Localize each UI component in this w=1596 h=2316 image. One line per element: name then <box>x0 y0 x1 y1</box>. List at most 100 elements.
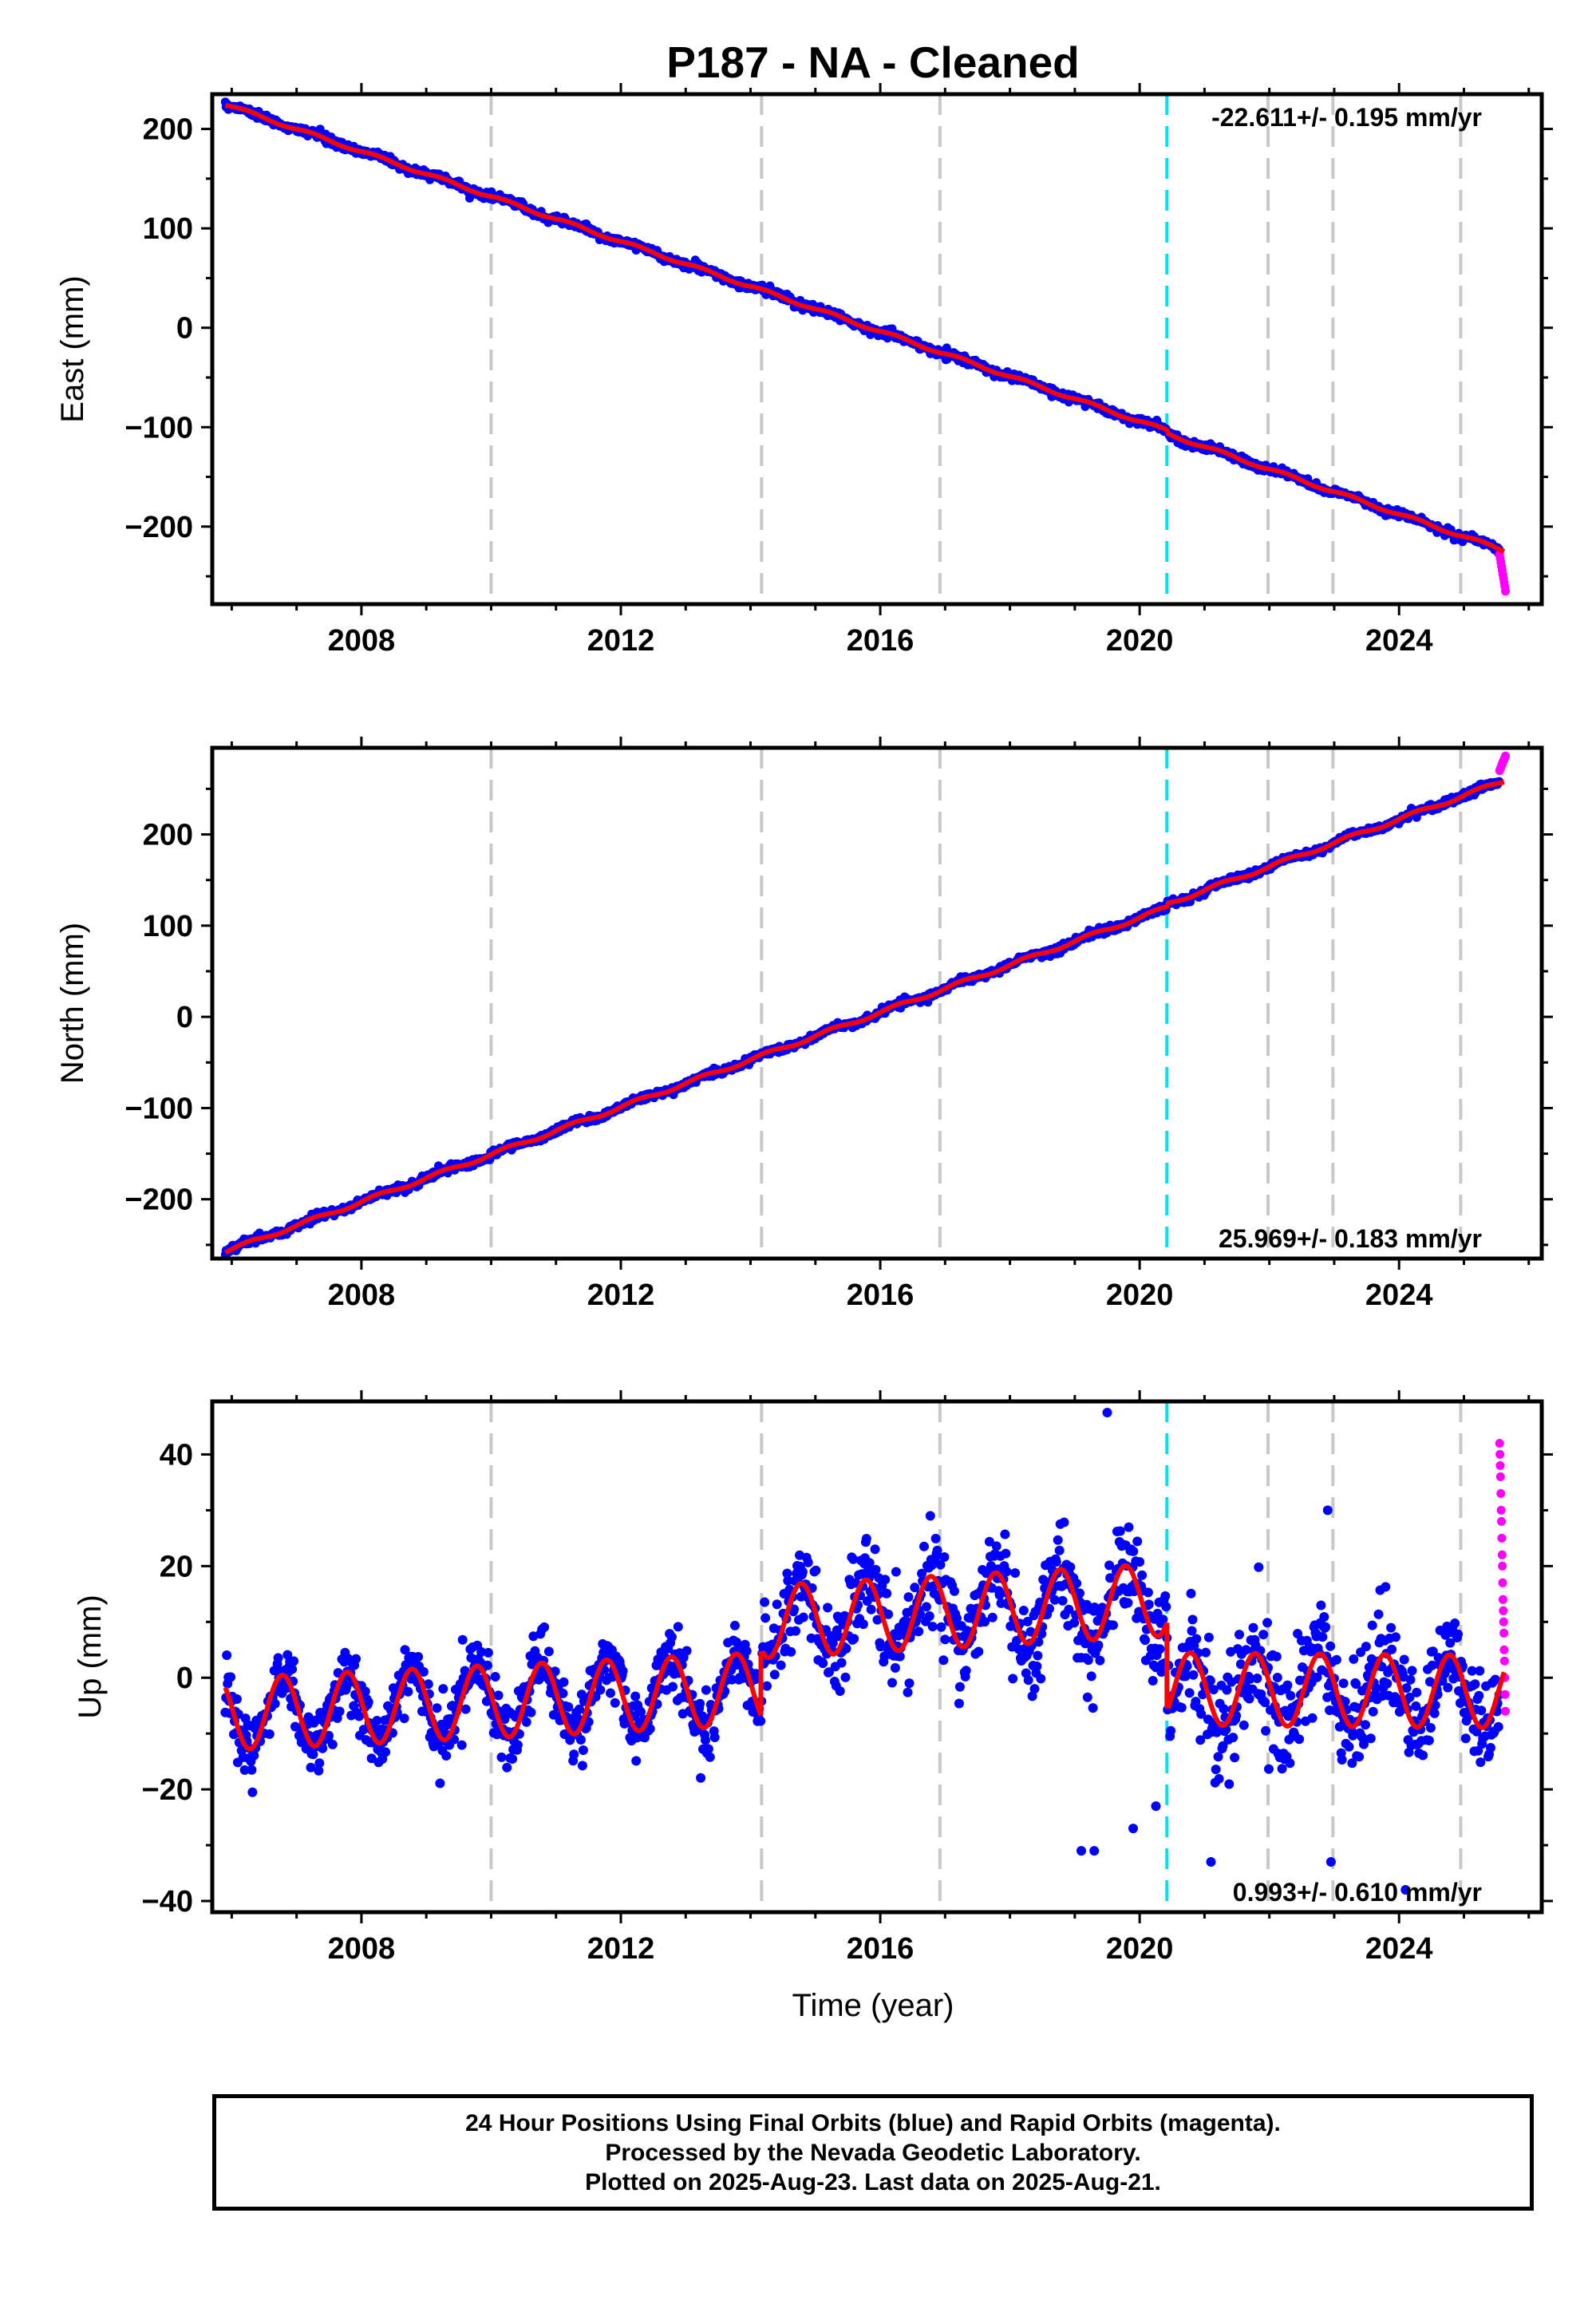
up-data-point <box>539 1622 550 1632</box>
up-data-point <box>575 1735 586 1745</box>
north-model-curve <box>223 779 1506 1255</box>
up-data-point <box>435 1778 445 1788</box>
up-data-point <box>1132 1536 1143 1547</box>
up-data-point <box>239 1765 250 1775</box>
east-velocity-label: -22.611+/- 0.195 mm/yr <box>1211 103 1482 132</box>
up-data-point <box>1307 1713 1317 1723</box>
up-data-point <box>423 1679 433 1690</box>
up-data-point <box>1294 1734 1305 1745</box>
up-data-point <box>880 1575 891 1585</box>
up-data-point <box>882 1588 892 1599</box>
up-data-point <box>636 1707 646 1717</box>
east-rapid-point <box>1501 587 1510 596</box>
up-data-point <box>289 1656 299 1666</box>
up-data-point <box>1059 1517 1069 1528</box>
up-data-point <box>1286 1690 1296 1701</box>
north-frame <box>210 745 1544 1261</box>
up-data-point <box>324 1730 334 1741</box>
north-rapid-orbits-points <box>1495 751 1510 776</box>
up-data-point <box>1057 1595 1068 1606</box>
up-data-point <box>1182 1661 1192 1671</box>
up-data-point <box>1271 1651 1282 1662</box>
up-data-point <box>1258 1630 1269 1640</box>
up-data-point <box>1349 1654 1359 1664</box>
up-data-point <box>919 1541 929 1551</box>
up-data-point <box>840 1672 851 1682</box>
figure-title: P187 - NA - Cleaned <box>666 38 1080 87</box>
east-x-tick-label: 2008 <box>328 624 396 658</box>
up-data-point <box>403 1686 413 1697</box>
up-data-point <box>915 1609 926 1619</box>
up-data-point <box>1321 1622 1331 1632</box>
up-data-point <box>1010 1568 1021 1578</box>
up-data-point <box>1037 1629 1047 1639</box>
north-y-axis-label: North (mm) <box>55 923 90 1084</box>
up-data-point <box>1072 1579 1082 1588</box>
up-data-point <box>1277 1764 1287 1774</box>
up-data-point <box>938 1655 949 1666</box>
up-data-point <box>1367 1620 1377 1630</box>
up-data-point <box>891 1567 901 1577</box>
up-data-point <box>1196 1709 1207 1719</box>
up-data-point <box>1001 1567 1012 1577</box>
up-data-point <box>287 1664 298 1674</box>
north-x-tick-label: 2024 <box>1365 1279 1433 1312</box>
up-data-point <box>400 1645 410 1655</box>
up-data-point <box>954 1682 965 1692</box>
up-data-point <box>681 1646 692 1656</box>
up-data-point <box>887 1678 897 1688</box>
up-data-point <box>1069 1618 1080 1628</box>
up-data-point <box>306 1762 316 1773</box>
up-data-point <box>667 1632 677 1642</box>
up-data-point <box>606 1688 615 1698</box>
up-data-point <box>618 1666 628 1676</box>
up-data-point <box>1032 1661 1042 1671</box>
up-data-point <box>1252 1674 1262 1683</box>
up-data-point <box>314 1765 324 1776</box>
up-data-point <box>1361 1642 1371 1652</box>
up-data-point <box>1201 1647 1211 1658</box>
up-data-point <box>1203 1632 1214 1642</box>
up-data-point <box>569 1749 579 1760</box>
up-data-point <box>1155 1644 1165 1654</box>
up-data-point <box>705 1752 715 1762</box>
up-data-point <box>360 1686 370 1697</box>
up-data-point <box>1033 1637 1044 1647</box>
up-data-point <box>1054 1545 1065 1555</box>
up-data-point <box>1137 1570 1148 1580</box>
up-data-point <box>1261 1725 1271 1736</box>
up-data-point <box>1049 1595 1060 1605</box>
east-y-tick-label: −200 <box>124 511 193 544</box>
up-data-point <box>1156 1667 1167 1677</box>
north-y-tick-label: 200 <box>143 819 193 852</box>
up-data-point <box>760 1613 771 1623</box>
up-data-point <box>1123 1598 1133 1608</box>
up-data-point <box>1218 1741 1228 1751</box>
east-x-tick-label: 2024 <box>1365 624 1433 658</box>
up-data-point <box>994 1590 1005 1600</box>
up-data-point <box>1325 1641 1336 1651</box>
up-data-point <box>1354 1752 1365 1762</box>
up-data-point <box>1134 1607 1144 1617</box>
up-data-point <box>1347 1758 1357 1769</box>
up-data-point <box>270 1698 280 1709</box>
up-data-point <box>701 1685 711 1695</box>
up-data-point <box>1064 1604 1074 1614</box>
up-data-point <box>696 1773 706 1783</box>
north-x-axis: 2008 2012 2016 2020 2024 <box>230 737 1531 1312</box>
up-data-point <box>1160 1591 1171 1601</box>
north-y-tick-label: −200 <box>124 1184 193 1217</box>
up-data-point <box>247 1787 258 1797</box>
up-data-point <box>482 1660 492 1670</box>
north-velocity-label: 25.969+/- 0.183 mm/yr <box>1219 1224 1482 1253</box>
up-data-point <box>630 1691 641 1701</box>
up-data-point <box>1260 1697 1270 1708</box>
up-data-point <box>927 1622 938 1632</box>
up-data-point <box>1187 1626 1197 1636</box>
up-data-point <box>1124 1522 1134 1532</box>
up-data-point <box>914 1626 924 1637</box>
up-data-point <box>1086 1671 1096 1682</box>
up-data-point <box>1340 1697 1350 1707</box>
up-data-point <box>789 1604 800 1614</box>
